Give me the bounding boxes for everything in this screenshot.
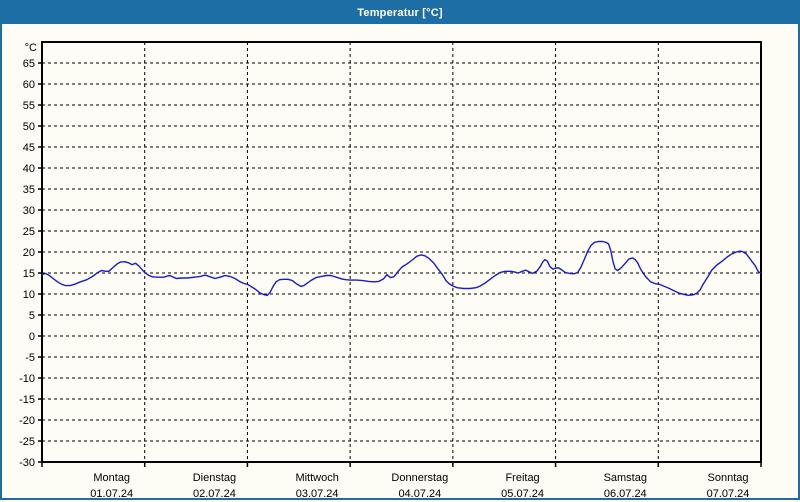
y-tick-label: 25 xyxy=(23,226,35,238)
x-date-label: 02.07.24 xyxy=(193,488,236,500)
y-tick-label: -30 xyxy=(19,457,35,469)
y-axis-unit-label: °C xyxy=(25,42,37,54)
y-tick-label: 0 xyxy=(29,331,35,343)
x-date-label: 05.07.24 xyxy=(501,488,544,500)
temperature-line xyxy=(41,240,762,296)
y-tick-label: 15 xyxy=(23,268,35,280)
y-tick-label: 40 xyxy=(23,163,35,175)
y-tick-label: 30 xyxy=(23,205,35,217)
y-tick-label: 5 xyxy=(29,310,35,322)
x-day-label: Donnerstag xyxy=(391,472,448,484)
y-tick-label: 60 xyxy=(23,79,35,91)
x-date-label: 07.07.24 xyxy=(707,488,750,500)
y-tick-label: 55 xyxy=(23,100,35,112)
x-date-label: 06.07.24 xyxy=(604,488,647,500)
y-tick-label: 50 xyxy=(23,121,35,133)
y-tick-label: -20 xyxy=(19,415,35,427)
title-bar: Temperatur [°C] xyxy=(2,2,798,24)
y-tick-label: -10 xyxy=(19,373,35,385)
temperature-chart: 65605550454035302520151050-5-10-15-20-25… xyxy=(19,41,762,500)
y-tick-label: 10 xyxy=(23,289,35,301)
y-tick-label: 65 xyxy=(23,58,35,70)
x-day-label: Samstag xyxy=(604,472,647,484)
plot-border xyxy=(41,41,762,463)
x-day-label: Montag xyxy=(93,472,130,484)
x-date-label: 01.07.24 xyxy=(90,488,133,500)
y-tick-label: -15 xyxy=(19,394,35,406)
x-day-label: Mittwoch xyxy=(295,472,338,484)
y-tick-label: 20 xyxy=(23,247,35,259)
x-date-label: 03.07.24 xyxy=(296,488,339,500)
y-tick-label: -5 xyxy=(25,352,35,364)
x-day-label: Freitag xyxy=(505,472,539,484)
x-date-label: 04.07.24 xyxy=(398,488,441,500)
y-tick-label: 45 xyxy=(23,142,35,154)
x-day-label: Sonntag xyxy=(708,472,749,484)
chart-panel: 65 60 55 50 45 40 35 30 25 20 15 10 5 0 -5 -10 -15 -20 -25… xyxy=(2,24,798,500)
y-tick-label: -25 xyxy=(19,436,35,448)
y-tick-label: 35 xyxy=(23,184,35,196)
window-title: Temperatur [°C] xyxy=(357,7,443,19)
x-day-label: Dienstag xyxy=(193,472,236,484)
